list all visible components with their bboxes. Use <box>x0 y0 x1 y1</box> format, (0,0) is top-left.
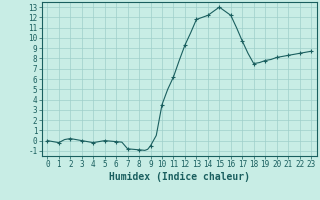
X-axis label: Humidex (Indice chaleur): Humidex (Indice chaleur) <box>109 172 250 182</box>
